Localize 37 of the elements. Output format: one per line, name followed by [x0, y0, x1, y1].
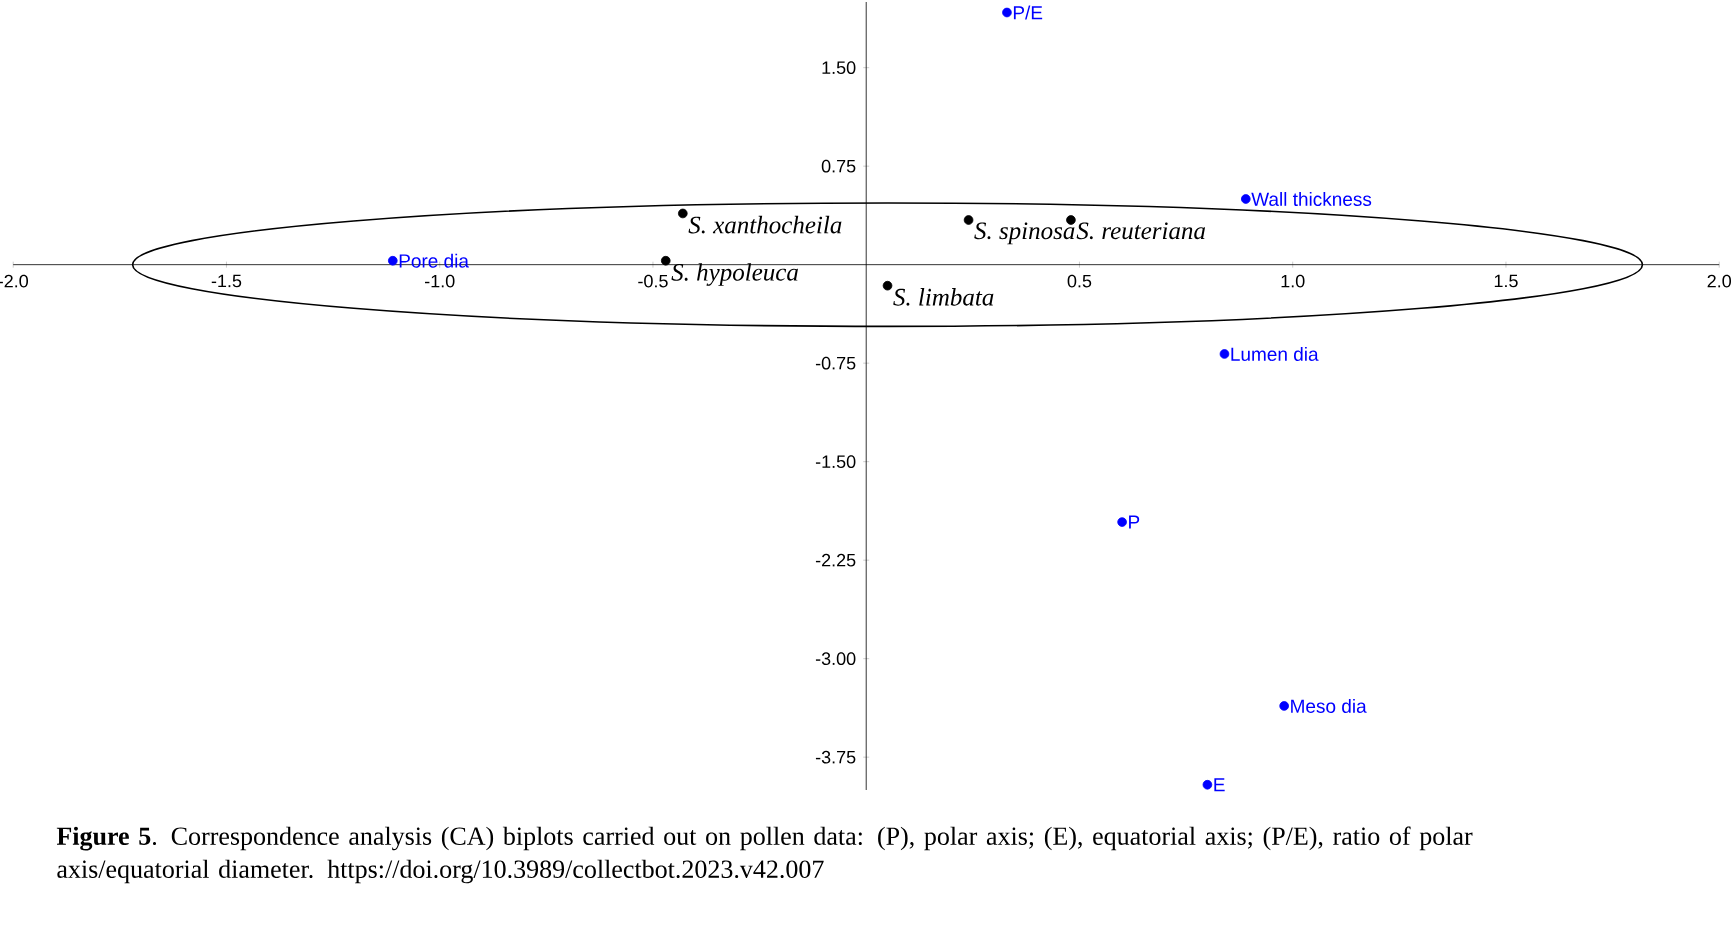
- y-tick-label: -3.00: [815, 652, 856, 666]
- y-tick-label: 0.75: [821, 159, 856, 173]
- point: [1279, 701, 1289, 711]
- data-label: E: [1214, 778, 1225, 792]
- y-tick-label: -0.75: [815, 356, 856, 370]
- y-tick-label: 1.50: [822, 61, 856, 75]
- point: [678, 208, 688, 219]
- point: [1202, 779, 1213, 790]
- point: [1002, 7, 1012, 18]
- point: [1219, 349, 1230, 359]
- data-label: S. xanthocheila: [688, 215, 842, 234]
- y-tick-label: -2.25: [815, 553, 856, 567]
- point: [1240, 194, 1251, 204]
- data-label: P: [1129, 515, 1140, 529]
- text: Figure 5. Correspondence analysis (CA) biplots carried out on pollen data: (P), polar axis; (E), equatorial axis; (P/E), ratio of polar axis/equatorial diameter. https://doi.org/10.3989/collectbot.2023.v42.007: [56, 826, 1473, 884]
- data-label: Wall thickness: [1251, 192, 1372, 206]
- point: [963, 215, 974, 225]
- point: [660, 255, 671, 266]
- x-tick-label: -1.0: [425, 274, 455, 288]
- point: [387, 255, 398, 266]
- data-label: Lumen dia: [1231, 347, 1319, 361]
- data-label: S. hypoleuca: [671, 263, 798, 286]
- point: [1117, 517, 1127, 527]
- x-tick-label: 2.0: [1707, 274, 1732, 288]
- data-label: P/E: [1013, 5, 1043, 20]
- data-label: S. spinosa: [974, 222, 1075, 245]
- x-tick-label: -1.5: [211, 274, 242, 288]
- x-tick-label: 1.5: [1494, 274, 1518, 288]
- data-label: S. limbata: [893, 288, 994, 306]
- data-label: Meso dia: [1291, 698, 1367, 713]
- y-tick-label: -3.75: [815, 750, 856, 764]
- y-tick-label: -1.50: [815, 455, 856, 469]
- point: [882, 280, 893, 291]
- data-label: S. reuteriana: [1076, 222, 1206, 240]
- x-tick-label: -0.5: [638, 274, 668, 288]
- x-tick-label: 0.5: [1067, 274, 1092, 288]
- x-tick-label: 1.0: [1281, 274, 1305, 288]
